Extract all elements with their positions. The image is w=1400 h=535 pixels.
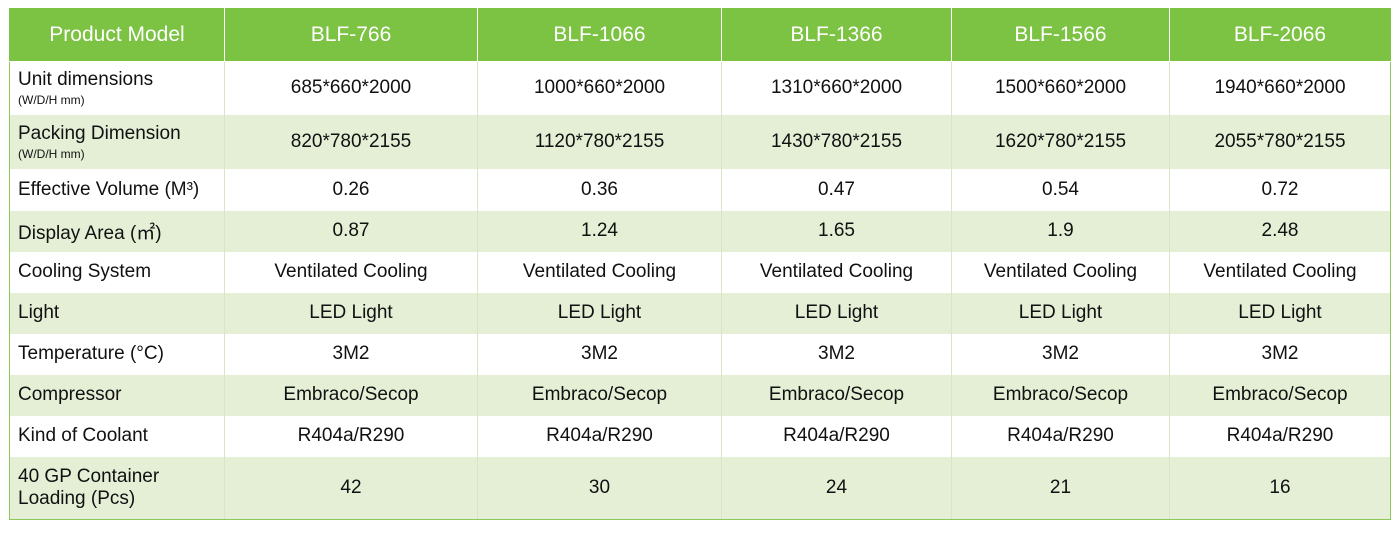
table-cell: 1430*780*2155 xyxy=(721,114,952,169)
table-cell: Embraco/Secop xyxy=(224,374,478,416)
table-cell: 2.48 xyxy=(1169,210,1391,252)
table-cell: 1310*660*2000 xyxy=(721,61,952,115)
header-label: Product Model xyxy=(9,8,225,62)
row-label: Kind of Coolant xyxy=(9,415,225,457)
table-cell: LED Light xyxy=(721,292,952,334)
table-cell: R404a/R290 xyxy=(477,415,722,457)
table-cell: 1.65 xyxy=(721,210,952,252)
table-cell: LED Light xyxy=(477,292,722,334)
row-label-unit: (W/D/H mm) xyxy=(18,146,85,161)
table-cell: 0.87 xyxy=(224,210,478,252)
header-model: BLF-2066 xyxy=(1169,8,1391,62)
row-label: Display Area (㎡) xyxy=(9,210,225,252)
table-cell: 1620*780*2155 xyxy=(951,114,1170,169)
row-label: Temperature (°C) xyxy=(9,333,225,375)
table-cell: 0.26 xyxy=(224,168,478,211)
table-cell: 3M2 xyxy=(224,333,478,375)
table-cell: 1.9 xyxy=(951,210,1170,252)
header-model: BLF-766 xyxy=(224,8,478,62)
table-cell: Ventilated Cooling xyxy=(1169,251,1391,293)
table-cell: Embraco/Secop xyxy=(477,374,722,416)
table-cell: Ventilated Cooling xyxy=(477,251,722,293)
table-cell: 30 xyxy=(477,456,722,520)
table-cell: 3M2 xyxy=(721,333,952,375)
table-cell: 0.47 xyxy=(721,168,952,211)
table-row: Temperature (°C) 3M2 3M2 3M2 3M2 3M2 xyxy=(9,333,1391,375)
table-row: Cooling System Ventilated Cooling Ventil… xyxy=(9,251,1391,293)
table-cell: 820*780*2155 xyxy=(224,114,478,169)
row-label: Compressor xyxy=(9,374,225,416)
table-cell: 1120*780*2155 xyxy=(477,114,722,169)
table-cell: R404a/R290 xyxy=(721,415,952,457)
header-row: Product Model BLF-766 BLF-1066 BLF-1366 … xyxy=(9,8,1391,62)
row-label-text: Unit dimensions xyxy=(18,69,154,91)
header-model: BLF-1566 xyxy=(951,8,1170,62)
table-cell: 1500*660*2000 xyxy=(951,61,1170,115)
row-label-text: Packing Dimension xyxy=(18,122,181,144)
table-row: Packing Dimension (W/D/H mm) 820*780*2155… xyxy=(9,114,1391,169)
row-label-text: 40 GP Container Loading (Pcs) xyxy=(18,465,160,509)
table-cell: Ventilated Cooling xyxy=(951,251,1170,293)
table-cell: 1.24 xyxy=(477,210,722,252)
table-cell: R404a/R290 xyxy=(1169,415,1391,457)
table-cell: 685*660*2000 xyxy=(224,61,478,115)
row-label: 40 GP Container Loading (Pcs) xyxy=(9,456,225,520)
row-label: Effective Volume (M³) xyxy=(9,168,225,211)
table-cell: 42 xyxy=(224,456,478,520)
table-cell: 21 xyxy=(951,456,1170,520)
product-spec-table: Product Model BLF-766 BLF-1066 BLF-1366 … xyxy=(9,8,1391,520)
table-row: Kind of Coolant R404a/R290 R404a/R290 R4… xyxy=(9,415,1391,457)
table-cell: 2055*780*2155 xyxy=(1169,114,1391,169)
row-label: Unit dimensions (W/D/H mm) xyxy=(9,61,225,115)
table-cell: 3M2 xyxy=(951,333,1170,375)
table-cell: R404a/R290 xyxy=(224,415,478,457)
header-model: BLF-1366 xyxy=(721,8,952,62)
table-row: 40 GP Container Loading (Pcs) 42 30 24 2… xyxy=(9,456,1391,520)
row-label: Packing Dimension (W/D/H mm) xyxy=(9,114,225,169)
table-row: Light LED Light LED Light LED Light LED … xyxy=(9,292,1391,334)
table-cell: 0.54 xyxy=(951,168,1170,211)
row-label-unit: (W/D/H mm) xyxy=(18,93,85,108)
table-cell: Embraco/Secop xyxy=(721,374,952,416)
row-label: Light xyxy=(9,292,225,334)
table-cell: LED Light xyxy=(224,292,478,334)
table-cell: LED Light xyxy=(951,292,1170,334)
table-row: Effective Volume (M³) 0.26 0.36 0.47 0.5… xyxy=(9,168,1391,211)
table-cell: 3M2 xyxy=(1169,333,1391,375)
table-cell: R404a/R290 xyxy=(951,415,1170,457)
table-cell: Ventilated Cooling xyxy=(224,251,478,293)
table-cell: Embraco/Secop xyxy=(951,374,1170,416)
table-cell: 1000*660*2000 xyxy=(477,61,722,115)
row-label: Cooling System xyxy=(9,251,225,293)
table-cell: LED Light xyxy=(1169,292,1391,334)
table-cell: 3M2 xyxy=(477,333,722,375)
table-row: Display Area (㎡) 0.87 1.24 1.65 1.9 2.48 xyxy=(9,210,1391,252)
table-cell: 24 xyxy=(721,456,952,520)
table-cell: 0.36 xyxy=(477,168,722,211)
table-cell: Embraco/Secop xyxy=(1169,374,1391,416)
table-row: Compressor Embraco/Secop Embraco/Secop E… xyxy=(9,374,1391,416)
table-cell: Ventilated Cooling xyxy=(721,251,952,293)
header-model: BLF-1066 xyxy=(477,8,722,62)
spec-table-container: Product Model BLF-766 BLF-1066 BLF-1366 … xyxy=(9,8,1391,520)
table-cell: 0.72 xyxy=(1169,168,1391,211)
table-cell: 16 xyxy=(1169,456,1391,520)
table-cell: 1940*660*2000 xyxy=(1169,61,1391,115)
table-row: Unit dimensions (W/D/H mm) 685*660*2000 1… xyxy=(9,61,1391,115)
